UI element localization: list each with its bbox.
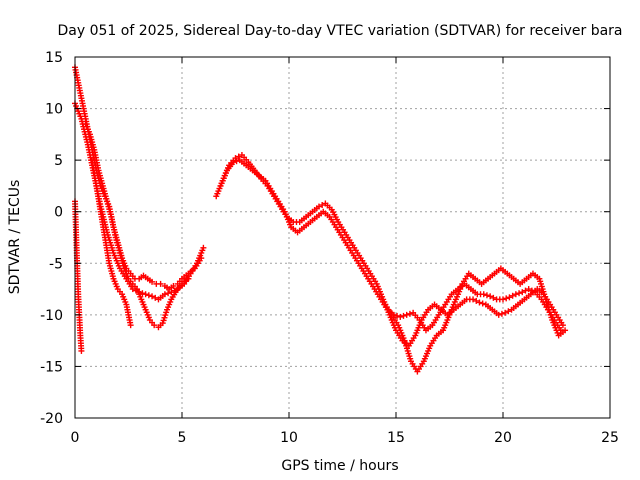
data-point — [152, 294, 159, 301]
data-point — [78, 347, 85, 354]
data-point — [483, 292, 490, 299]
y-tick-label: -5 — [49, 256, 63, 272]
data-point — [315, 203, 322, 210]
data-point — [525, 286, 532, 293]
y-tick-label: -20 — [40, 411, 63, 427]
data-point — [559, 322, 566, 329]
data-point — [476, 299, 483, 306]
data-point — [502, 309, 509, 316]
grid-lines — [75, 57, 610, 418]
y-tick-label: -10 — [40, 308, 63, 324]
data-point — [149, 293, 156, 300]
data-point — [500, 296, 506, 303]
data-point — [232, 155, 239, 162]
x-tick-label: 15 — [387, 430, 405, 446]
data-point — [235, 153, 242, 160]
data-point — [149, 278, 156, 285]
data-point — [157, 280, 164, 287]
data-point — [185, 275, 192, 282]
data-point — [142, 291, 149, 298]
data-point — [490, 294, 497, 301]
x-tick-label: 0 — [71, 430, 80, 446]
data-point — [198, 255, 205, 262]
data-point — [487, 293, 494, 300]
x-tick-label: 25 — [601, 430, 619, 446]
data-point — [495, 311, 502, 318]
data-point — [498, 310, 505, 317]
data-point — [503, 295, 510, 302]
data-point — [397, 313, 404, 320]
y-tick-label: 0 — [54, 205, 63, 221]
y-tick-label: -15 — [40, 359, 63, 375]
data-point — [562, 327, 569, 334]
plot-frame — [74, 56, 611, 419]
data-point — [139, 290, 146, 297]
y-tick-label: 15 — [45, 50, 63, 66]
data-point — [233, 158, 240, 165]
data-point — [509, 292, 516, 299]
data-point — [319, 202, 326, 209]
y-axis-label: SDTVAR / TECUs — [7, 180, 23, 295]
data-point — [161, 291, 168, 298]
x-tick-label: 10 — [280, 430, 298, 446]
data-point — [151, 322, 158, 329]
data-point — [170, 282, 177, 289]
data-point — [516, 290, 523, 297]
data-point — [473, 297, 480, 304]
axis-ticks: 0 5 10 15 20 25 -20 -15 -10 -5 0 5 10 15 — [40, 50, 619, 446]
data-point — [470, 296, 477, 303]
x-tick-label: 20 — [494, 430, 512, 446]
data-point — [522, 287, 529, 294]
x-tick-label: 5 — [178, 430, 187, 446]
data-point — [479, 300, 486, 307]
data-point — [512, 291, 519, 298]
data-point — [406, 310, 413, 317]
data-point — [394, 312, 401, 319]
data-point — [200, 244, 207, 251]
data-point — [528, 287, 535, 294]
data-point — [165, 290, 172, 297]
chart-title: Day 051 of 2025, Sidereal Day-to-day VTE… — [57, 23, 622, 39]
y-tick-label: 10 — [45, 102, 63, 118]
data-point — [480, 291, 487, 298]
data-point — [505, 308, 512, 315]
data-points — [72, 64, 569, 375]
data-point — [127, 322, 134, 329]
y-tick-label: 5 — [54, 153, 63, 169]
data-point — [506, 294, 513, 301]
data-point — [230, 159, 237, 166]
x-axis-label: GPS time / hours — [281, 458, 398, 474]
data-point — [145, 292, 152, 299]
data-point — [403, 311, 410, 318]
data-point — [400, 312, 407, 319]
data-point — [519, 289, 526, 296]
